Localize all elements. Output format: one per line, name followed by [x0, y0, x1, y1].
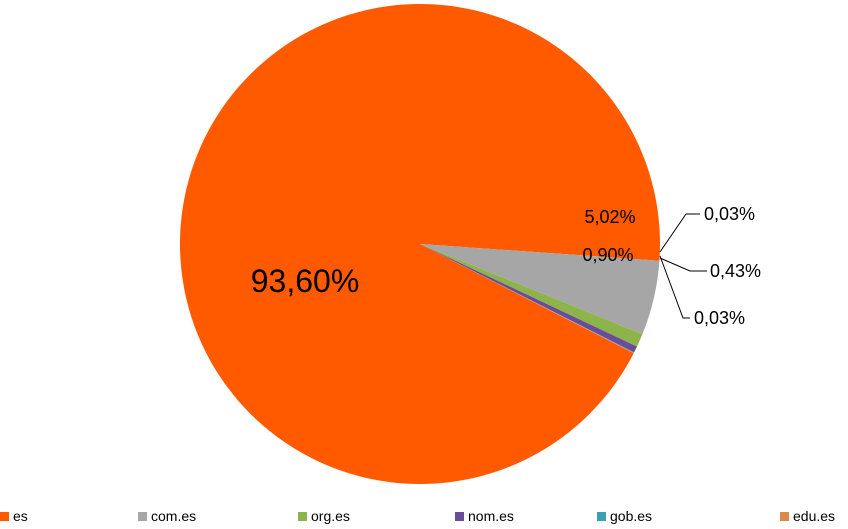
legend-swatch — [0, 511, 9, 521]
legend-label: es — [13, 508, 28, 524]
legend-swatch — [455, 511, 464, 521]
pie-slice-com-es — [420, 244, 660, 335]
pie-chart: 93,60% 5,02% 0,90% 0,43% 0,03% 0,03% — [180, 3, 761, 485]
data-label-org-es: 0,90% — [582, 245, 633, 265]
pie-slice-gob-es — [420, 244, 635, 353]
legend-item-gob-es: gob.es — [597, 508, 652, 524]
data-label-gob-es: 0,03% — [704, 204, 755, 224]
legend-swatch — [597, 511, 606, 521]
legend-item-com-es: com.es — [138, 508, 196, 524]
legend-swatch — [138, 511, 147, 521]
legend-label: edu.es — [793, 508, 836, 524]
pie-slice-org-es — [420, 244, 643, 347]
legend-item-nom-es: nom.es — [455, 508, 514, 524]
data-label-nom-es: 0,43% — [710, 261, 761, 281]
legend-label: nom.es — [468, 508, 514, 524]
data-label-edu-es: 0,03% — [694, 308, 745, 328]
data-label-com-es: 5,02% — [584, 207, 635, 227]
legend-swatch — [298, 511, 307, 521]
legend-item-org-es: org.es — [298, 508, 350, 524]
legend-label: com.es — [151, 508, 197, 524]
leader-line-nom-es — [659, 257, 707, 272]
data-label-es: 93,60% — [251, 263, 360, 299]
leader-line-gob-es — [659, 213, 700, 253]
pie-slice-edu-es — [420, 244, 634, 354]
legend-item-edu-es: edu.es — [780, 508, 835, 524]
leader-line-edu-es — [659, 255, 690, 319]
legend-swatch — [780, 511, 789, 521]
legend: es com.es org.es nom.es gob.es edu.es — [0, 508, 848, 529]
pie-slice-nom-es — [420, 244, 637, 353]
legend-label: gob.es — [610, 508, 653, 524]
legend-label: org.es — [311, 508, 350, 524]
pie-slice-es — [180, 3, 660, 485]
legend-item-es: es — [0, 508, 28, 524]
